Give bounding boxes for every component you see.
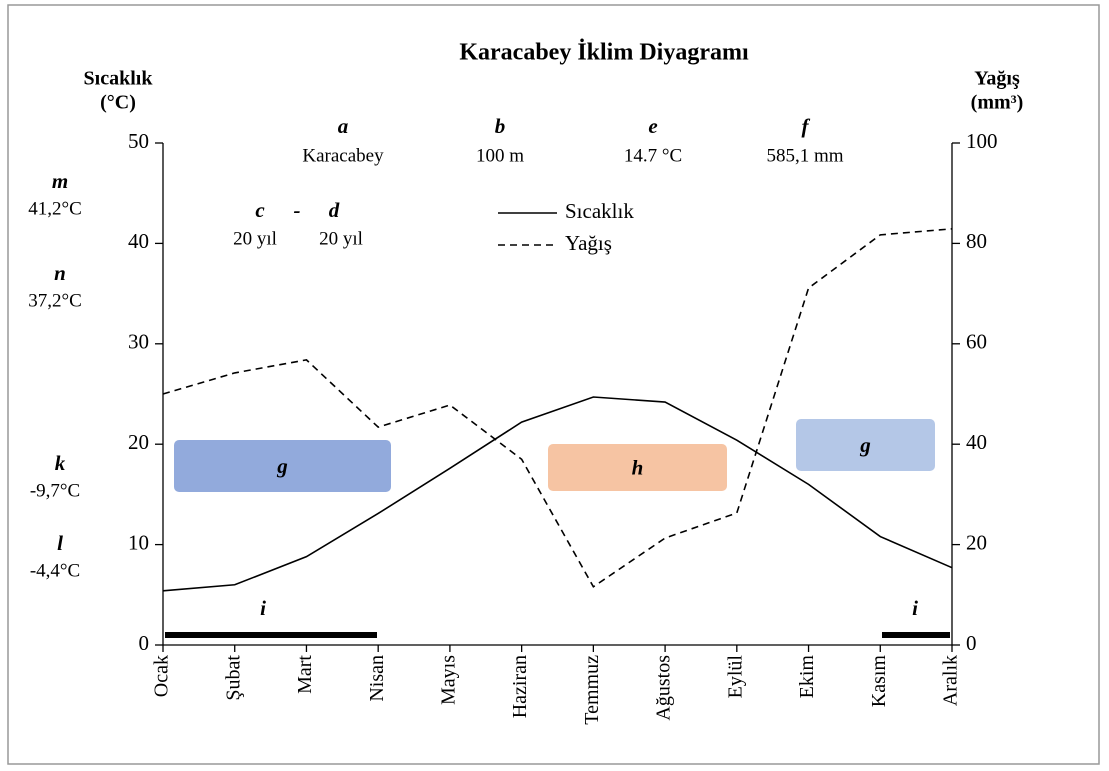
period-bar: [165, 632, 377, 638]
extreme-key: l: [57, 531, 63, 555]
x-tick-label: Ağustos: [653, 655, 675, 721]
station-key: b: [495, 114, 506, 138]
y-tick-label: 30: [128, 330, 149, 354]
y2-tick-label: 20: [966, 530, 987, 554]
x-tick-label: Ocak: [151, 655, 173, 697]
season-label: h: [632, 455, 644, 479]
season-box: [796, 419, 935, 471]
x-tick-label: Ekim: [796, 655, 818, 699]
station-value: 585,1 mm: [766, 145, 843, 166]
x-tick-label: Şubat: [222, 655, 244, 701]
station-value: 14.7 °C: [624, 145, 682, 166]
station-key: e: [648, 114, 657, 138]
period-bar-label: i: [912, 596, 918, 620]
season-box: [548, 444, 727, 491]
x-tick-label: Aralık: [940, 655, 962, 706]
period-key: -: [294, 198, 301, 222]
season-label: g: [276, 454, 288, 478]
frame: [7, 4, 1100, 765]
period-bar-label: i: [260, 596, 266, 620]
extreme-key: n: [54, 261, 66, 285]
legend-label: Yağış: [565, 231, 612, 255]
x-tick-label: Nisan: [366, 655, 388, 702]
x-tick-label: Temmuz: [581, 655, 603, 725]
station-key: f: [802, 114, 811, 138]
y-tick-label: 50: [128, 129, 149, 153]
period-value: 20 yıl: [233, 228, 277, 249]
season-box: [174, 440, 391, 492]
period-key: d: [329, 198, 340, 222]
station-value: Karacabey: [302, 145, 384, 166]
series-line: [162, 396, 953, 592]
y-tick-label: 40: [128, 229, 149, 253]
x-tick-label: Haziran: [509, 655, 531, 718]
y2-tick-label: 0: [966, 631, 977, 655]
y2-tick-label: 100: [966, 129, 998, 153]
y-axis-label: Sıcaklık: [84, 68, 154, 90]
period-key: c: [255, 198, 265, 222]
station-value: 100 m: [476, 145, 524, 166]
extreme-value: 41,2°C: [28, 198, 82, 219]
extreme-value: -9,7°C: [30, 480, 80, 501]
station-key: a: [338, 114, 349, 138]
y2-axis-label: (mm³): [971, 92, 1024, 114]
extreme-value: 37,2°C: [28, 290, 82, 311]
period-value: 20 yıl: [319, 228, 363, 249]
y-tick-label: 20: [128, 430, 149, 454]
extreme-value: -4,4°C: [30, 560, 80, 581]
legend-label: Sıcaklık: [565, 199, 634, 223]
period-bar: [882, 632, 950, 638]
x-tick-label: Kasım: [868, 655, 890, 708]
y-axis-label: (°C): [100, 92, 136, 114]
season-label: g: [859, 433, 871, 457]
y-tick-label: 10: [128, 530, 149, 554]
x-tick-label: Mayıs: [438, 655, 460, 705]
chart-title: Karacabey İklim Diyagramı: [459, 40, 749, 66]
y2-tick-label: 60: [966, 330, 987, 354]
extreme-key: k: [55, 451, 66, 475]
x-tick-label: Mart: [294, 655, 316, 694]
y-tick-label: 0: [139, 631, 150, 655]
y2-axis-label: Yağış: [974, 68, 1020, 90]
x-tick-label: Eylül: [724, 655, 746, 699]
y2-tick-label: 40: [966, 430, 987, 454]
extreme-key: m: [52, 169, 68, 193]
y2-tick-label: 80: [966, 229, 987, 253]
series-line: [162, 228, 953, 588]
